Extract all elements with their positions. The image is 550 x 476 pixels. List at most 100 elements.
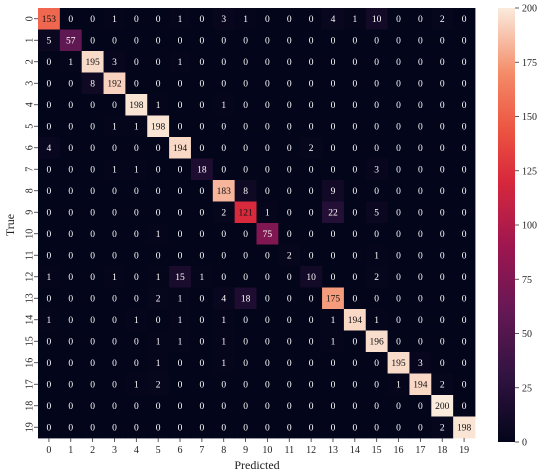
heatmap-cell-6-3	[103, 137, 126, 159]
y-tick-label-7: 7	[25, 167, 36, 172]
heatmap-cell-0-15	[365, 8, 388, 30]
heatmap-cell-3-10	[256, 72, 279, 95]
cell-label-19-18: 2	[440, 424, 445, 434]
cell-label-10-12: 0	[309, 230, 314, 240]
heatmap-cell-9-0	[38, 201, 61, 224]
heatmap-cell-17-12	[300, 373, 323, 396]
heatmap-cell-7-9	[234, 158, 257, 181]
colorbar-tick-label-125: 125	[522, 166, 537, 177]
cell-label-5-8: 0	[221, 123, 226, 133]
colorbar-tick-label-0: 0	[522, 438, 527, 449]
cell-label-5-19: 0	[462, 123, 467, 133]
heatmap-cell-5-5	[147, 115, 170, 138]
cell-label-18-7: 0	[200, 402, 205, 412]
heatmap-cell-14-16	[387, 309, 410, 331]
heatmap-cell-2-4	[125, 51, 148, 73]
heatmap-cell-8-1	[59, 180, 83, 202]
heatmap-cell-8-0	[38, 180, 61, 202]
cell-label-19-1: 0	[68, 424, 73, 434]
colorbar-tick-label-175: 175	[522, 58, 537, 69]
heatmap-cell-2-19	[453, 51, 476, 73]
cell-label-16-1: 0	[68, 359, 73, 369]
cell-label-7-18: 0	[440, 166, 445, 176]
cell-label-17-3: 0	[112, 381, 117, 391]
cell-label-9-16: 0	[396, 209, 401, 219]
cell-label-19-6: 0	[178, 424, 183, 434]
cell-label-3-4: 0	[134, 80, 139, 90]
heatmap-cell-15-10	[256, 330, 279, 353]
cell-label-17-16: 1	[396, 381, 401, 391]
cell-label-2-16: 0	[396, 58, 401, 68]
cell-label-11-1: 0	[68, 252, 73, 262]
heatmap-cell-15-14	[343, 330, 367, 353]
heatmap-cell-5-12	[300, 115, 323, 138]
cell-label-10-0: 0	[47, 230, 52, 240]
cell-label-0-15: 10	[372, 15, 382, 25]
heatmap-cell-16-12	[300, 352, 323, 374]
cell-label-14-17: 0	[418, 316, 423, 326]
cell-label-10-16: 0	[396, 230, 401, 240]
cell-value-labels: 153 0 0 1 0 0 1 0 3 1 0 0 0 4 1 10 0 0 2 05 57 0 0 0 0 0 0 0 0 0 0 0 0 0 0…	[42, 15, 472, 434]
heatmap-cell-8-19	[453, 180, 476, 202]
heatmap-cell-8-7	[190, 180, 214, 202]
heatmap-cell-17-5	[147, 373, 170, 396]
heatmap-cell-10-14	[343, 223, 367, 245]
heatmap-cell-15-16	[387, 330, 410, 353]
heatmap-cell-9-9	[234, 201, 257, 224]
x-axis-ticks: 0 1 2 3 4 5 6 7 8 9 10 11 12 13 14 15 16 17 18 19	[46, 438, 469, 456]
cell-label-19-5: 0	[156, 424, 161, 434]
x-tick-label-8: 8	[221, 445, 226, 456]
heatmap-cell-0-8	[212, 8, 236, 30]
x-tick-label-17: 17	[415, 445, 425, 456]
heatmap-cell-10-0	[38, 223, 61, 245]
heatmap-cell-6-11	[278, 137, 301, 159]
heatmap-cell-17-11	[278, 373, 301, 396]
cell-label-13-17: 0	[418, 295, 423, 305]
cell-label-10-18: 0	[440, 230, 445, 240]
heatmap-cell-19-1	[59, 416, 83, 439]
cell-label-1-1: 57	[66, 37, 76, 47]
cell-label-2-19: 0	[462, 58, 467, 68]
cell-label-5-15: 0	[374, 123, 379, 133]
cell-label-9-12: 0	[309, 209, 314, 219]
heatmap-cell-15-7	[190, 330, 214, 353]
cell-label-13-10: 0	[265, 295, 270, 305]
cell-label-15-2: 0	[90, 338, 95, 348]
heatmap-cell-18-10	[256, 395, 279, 417]
cell-label-4-4: 198	[129, 101, 144, 111]
cell-label-5-4: 1	[134, 123, 139, 133]
heatmap-cell-14-3	[103, 309, 126, 331]
heatmap-cell-6-15	[365, 137, 388, 159]
heatmap-cell-0-0	[38, 8, 61, 30]
heatmap-cell-7-6	[169, 158, 192, 181]
cell-label-10-14: 0	[352, 230, 357, 240]
y-tick-label-6: 6	[25, 145, 36, 150]
cell-label-3-17: 0	[418, 80, 423, 90]
x-tick-label-7: 7	[199, 445, 204, 456]
cell-label-12-5: 1	[156, 273, 161, 283]
heatmap-cell-8-12	[300, 180, 323, 202]
cell-label-4-19: 0	[462, 101, 467, 111]
cell-label-7-16: 0	[396, 166, 401, 176]
cell-label-9-5: 0	[156, 209, 161, 219]
heatmap-cell-4-9	[234, 94, 257, 116]
cell-label-0-3: 1	[112, 15, 117, 25]
cell-label-16-0: 0	[47, 359, 52, 369]
heatmap-cell-12-4	[125, 266, 148, 288]
cell-label-19-13: 0	[331, 424, 336, 434]
heatmap-cell-4-18	[431, 94, 454, 116]
heatmap-cell-2-3	[103, 51, 126, 73]
cell-label-5-13: 0	[331, 123, 336, 133]
cell-label-11-0: 0	[47, 252, 52, 262]
cell-label-4-15: 0	[374, 101, 379, 111]
x-tick-label-11: 11	[284, 445, 294, 456]
colorbar-tick-label-200: 200	[522, 4, 537, 15]
cell-label-9-8: 2	[221, 209, 226, 219]
x-tick-label-12: 12	[306, 445, 316, 456]
heatmap-cell-8-16	[387, 180, 410, 202]
cell-label-15-13: 1	[331, 338, 336, 348]
heatmap-cell-14-18	[431, 309, 454, 331]
cell-label-4-5: 1	[156, 101, 161, 111]
heatmap-cell-15-18	[431, 330, 454, 353]
cell-label-11-7: 0	[200, 252, 205, 262]
